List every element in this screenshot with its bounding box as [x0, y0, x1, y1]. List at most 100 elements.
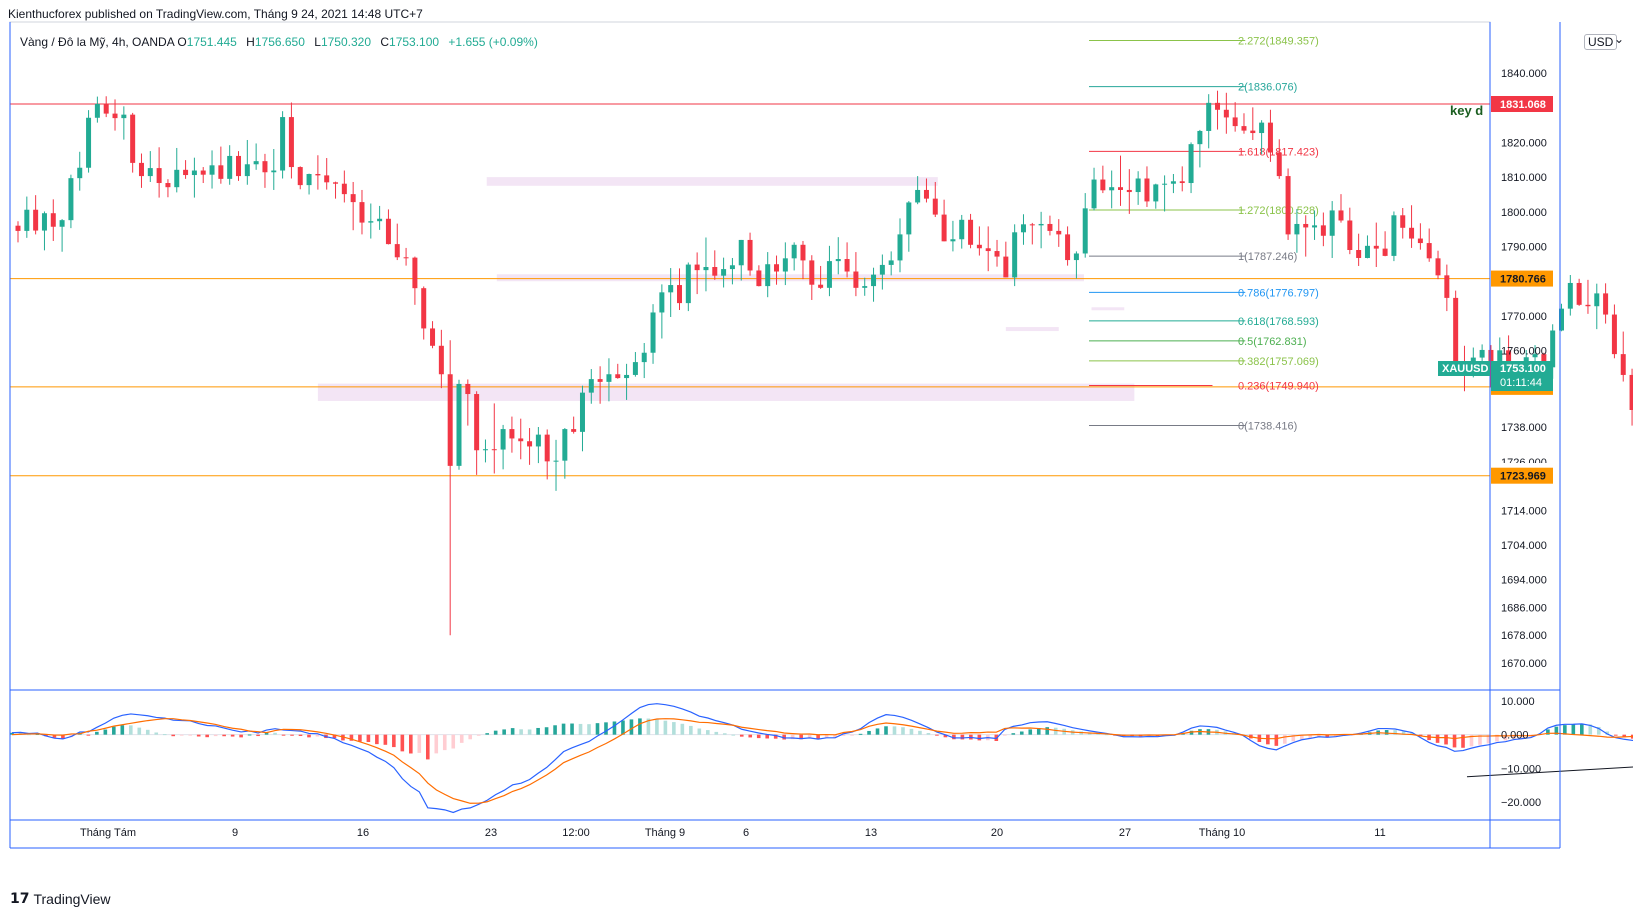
candle-body: [641, 352, 647, 363]
macd-histogram-bar: [816, 734, 820, 740]
macd-histogram-bar: [1393, 730, 1397, 735]
candle-body: [288, 117, 294, 168]
macd-histogram-bar: [578, 723, 583, 735]
price-tick-label: 1840.000: [1501, 68, 1547, 80]
macd-histogram-bar: [434, 734, 439, 754]
macd-histogram-bar: [425, 734, 430, 760]
macd-histogram-bar: [332, 734, 337, 739]
price-tick-label: 1820.000: [1501, 137, 1547, 149]
candle-body: [1603, 293, 1609, 315]
candle-body: [324, 175, 330, 183]
macd-histogram-bar: [875, 728, 880, 735]
macd-histogram-bar: [858, 733, 863, 735]
candle-body: [1303, 223, 1309, 228]
candle-body: [800, 244, 806, 261]
candle-body: [862, 286, 868, 288]
macd-histogram-bar: [451, 734, 456, 749]
macd-histogram-bar: [884, 726, 888, 735]
candle-body: [1179, 181, 1185, 184]
fib-label: 0.786(1776.797): [1238, 287, 1319, 299]
macd-histogram-bar: [638, 718, 642, 735]
macd-histogram-bar: [1410, 732, 1414, 735]
macd-histogram-bar: [595, 723, 600, 735]
candle-body: [474, 394, 480, 451]
macd-histogram-bar: [1011, 733, 1016, 735]
candle-body: [1188, 144, 1194, 184]
macd-histogram-bar: [1588, 724, 1593, 735]
candle-body: [650, 312, 656, 353]
macd-histogram-bar: [188, 734, 192, 736]
candle-body: [729, 265, 735, 270]
publisher-line: Kienthucforex published on TradingView.c…: [8, 7, 423, 21]
macd-histogram-bar: [1512, 734, 1516, 739]
signal-line: [11, 718, 1633, 804]
candle-body: [632, 362, 638, 375]
macd-histogram-bar: [553, 725, 557, 735]
macd-histogram-bar: [1003, 734, 1007, 736]
candle-body: [606, 374, 612, 382]
time-tick-label: 23: [485, 827, 497, 839]
macd-histogram-bar: [1580, 723, 1584, 735]
candle-body: [77, 167, 83, 179]
macd-histogram-bar: [680, 723, 685, 735]
macd-histogram-bar: [264, 732, 269, 735]
candle-body: [1417, 238, 1423, 244]
candle-body: [191, 170, 197, 176]
chevron-down-icon[interactable]: ⌄: [1614, 32, 1625, 46]
candle-body: [1585, 304, 1591, 307]
candle-body: [1329, 210, 1335, 236]
candle-body: [15, 225, 21, 231]
macd-histogram-bar: [1291, 734, 1296, 742]
macd-histogram-bar: [1444, 734, 1448, 745]
macd-histogram-bar: [120, 725, 125, 735]
macd-histogram-bar: [239, 734, 243, 738]
candle-body: [1550, 330, 1556, 368]
symbol-name[interactable]: Vàng / Đô la Mỹ, 4h, OANDA: [20, 35, 175, 49]
candle-body: [103, 103, 109, 114]
price-line-badge: [1491, 270, 1553, 287]
macd-histogram-bar: [1325, 734, 1330, 738]
macd-histogram-bar: [1571, 724, 1576, 735]
macd-histogram-bar: [468, 734, 473, 740]
macd-histogram-bar: [103, 729, 108, 735]
candle-body: [721, 269, 727, 276]
macd-histogram-bar: [739, 734, 744, 737]
macd-histogram-bar: [179, 734, 184, 736]
candle-body: [1541, 354, 1547, 368]
candle-body: [1276, 152, 1282, 177]
close-value: 1753.100: [389, 35, 440, 49]
candle-body: [394, 244, 400, 258]
time-tick-label: 16: [357, 827, 369, 839]
small-zone: [1091, 307, 1125, 311]
candle-body: [368, 221, 374, 223]
macd-histogram-bar: [765, 734, 770, 739]
open-label: O: [177, 35, 187, 49]
macd-histogram-bar: [52, 734, 57, 738]
candle-body: [244, 164, 250, 177]
macd-histogram-bar: [570, 723, 574, 735]
candle-body: [1100, 179, 1106, 191]
macd-histogram-bar: [409, 734, 413, 754]
price-tick-label: 1678.000: [1501, 630, 1547, 642]
macd-histogram-bar: [782, 734, 786, 740]
time-tick-label: 6: [743, 827, 749, 839]
tradingview-logo[interactable]: 𝟭𝟳 TradingView: [10, 891, 111, 907]
currency-button[interactable]: USD: [1584, 34, 1618, 50]
macd-histogram-bar: [527, 729, 532, 735]
macd-histogram-bar: [1087, 732, 1092, 735]
macd-histogram-bar: [1546, 729, 1550, 735]
candle-body: [826, 261, 832, 288]
candle-body: [280, 117, 286, 171]
candle-body: [1576, 282, 1582, 305]
macd-histogram-bar: [952, 734, 956, 740]
macd-histogram-bar: [476, 734, 481, 736]
candle-body: [421, 288, 427, 329]
macd-histogram-bar: [61, 734, 65, 739]
candle-body: [1497, 350, 1503, 370]
macd-histogram-bar: [1096, 733, 1100, 735]
candle-body: [297, 167, 303, 186]
macd-histogram-bar: [502, 729, 506, 735]
candle-body: [677, 285, 682, 304]
macd-histogram-bar: [689, 725, 693, 735]
